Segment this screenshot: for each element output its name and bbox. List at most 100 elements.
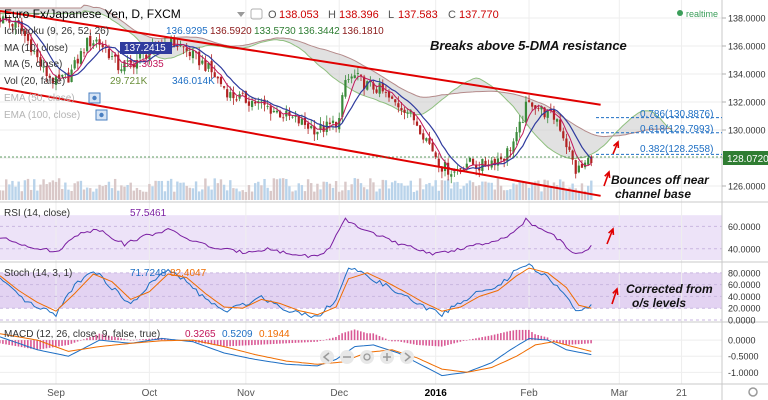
volume-bar <box>512 183 515 200</box>
reset-icon[interactable] <box>360 350 374 364</box>
macd-hist-bar <box>584 340 586 344</box>
macd-hist-bar <box>229 340 231 347</box>
candle-body <box>471 158 475 165</box>
candle-body <box>58 74 61 79</box>
volume-bar <box>188 187 192 200</box>
macd-signal-value: 0.1944 <box>259 329 290 340</box>
settings-gear-icon[interactable] <box>748 387 758 397</box>
volume-bar <box>253 183 257 200</box>
macd-hist-bar <box>478 337 480 341</box>
volume-bar <box>17 181 20 200</box>
candle-body <box>515 132 518 142</box>
volume-bar <box>20 191 23 200</box>
candle-body <box>257 101 260 104</box>
volume-bar <box>120 185 123 200</box>
volume-bar <box>316 183 319 200</box>
macd-hist-bar <box>257 340 259 345</box>
candle-body <box>496 158 500 166</box>
header-dropdown-icon[interactable] <box>237 12 245 17</box>
macd-hist-bar <box>303 340 306 343</box>
volume-bar <box>487 182 490 200</box>
bounce-arrow-head <box>604 170 611 179</box>
macd-hist-bar <box>335 336 337 341</box>
svg-text:EMA (50, close): EMA (50, close) <box>4 93 75 104</box>
volume-bar <box>48 182 51 200</box>
macd-hist-bar <box>139 339 141 341</box>
macd-pane <box>0 329 592 377</box>
candle-body <box>375 89 378 93</box>
volume-bar <box>552 182 556 200</box>
candle-body <box>278 111 282 118</box>
volume-bar <box>434 180 437 200</box>
zoom-in-icon[interactable] <box>380 350 394 364</box>
macd-hist-bar <box>531 332 533 341</box>
candle-body <box>132 64 135 68</box>
fib-label-786: 0.786(130.8876) <box>640 109 713 120</box>
macd-hist-bar <box>487 335 490 341</box>
candle-body <box>86 38 89 52</box>
candle-body <box>191 50 195 59</box>
volume-bar <box>549 185 553 200</box>
macd-hist-bar <box>213 340 216 346</box>
volume-bar <box>163 191 167 200</box>
eye-toggle-icon[interactable] <box>88 92 101 104</box>
macd-hist-bar <box>416 340 418 345</box>
volume-bar <box>372 182 375 200</box>
ma5-line <box>0 18 592 173</box>
macd-hist-bar <box>528 329 530 341</box>
candle-body <box>247 101 251 106</box>
header-eye-icon[interactable] <box>250 8 263 20</box>
candle-body <box>254 102 257 104</box>
candle-body <box>303 117 307 125</box>
stoch-k-value: 71.7248 <box>130 268 167 279</box>
macd-hist-bar <box>521 329 524 341</box>
volume-bar <box>515 184 518 200</box>
svg-text:136.3442: 136.3442 <box>298 26 340 37</box>
volume-bar <box>176 181 179 200</box>
volume-bar <box>474 186 478 200</box>
candle-body <box>503 158 506 162</box>
macd-hist-bar <box>61 340 63 346</box>
macd-hist-bar <box>434 340 437 347</box>
macd-hist-bar <box>571 340 574 345</box>
svg-text:MA (5, close): MA (5, close) <box>4 59 62 70</box>
macd-hist-bar <box>468 339 471 341</box>
volume-bar <box>422 189 425 200</box>
macd-hist-bar <box>360 331 362 341</box>
volume-bar <box>481 181 484 200</box>
volume-bar <box>537 180 540 200</box>
candle-body <box>509 150 512 152</box>
macd-hist-bar <box>475 338 477 341</box>
candle-body <box>524 101 528 123</box>
macd-hist-bar <box>394 340 396 342</box>
macd-hist-bar <box>151 338 154 341</box>
candle-body <box>226 89 229 98</box>
scroll-left-icon[interactable] <box>320 350 334 364</box>
volume-bar <box>306 179 310 200</box>
eye-toggle-icon[interactable] <box>95 109 108 121</box>
volume-bar <box>194 181 198 200</box>
candle-body <box>580 163 584 168</box>
candle-body <box>465 163 468 168</box>
stoch-tick-label: 80.0000 <box>728 268 761 278</box>
volume-bar <box>263 178 266 200</box>
candle-body <box>341 95 344 117</box>
candle-body <box>129 60 132 63</box>
zoom-out-icon[interactable] <box>340 350 354 364</box>
macd-hist-bar <box>344 332 347 341</box>
volume-bar <box>219 179 223 200</box>
macd-hist-bar <box>350 330 353 341</box>
macd-hist-bar <box>456 340 459 343</box>
volume-bar <box>278 178 282 200</box>
candle-body <box>244 91 247 103</box>
scroll-right-icon[interactable] <box>400 350 414 364</box>
volume-bar <box>154 180 157 200</box>
macd-hist-bar <box>565 340 567 345</box>
volume-bar <box>484 181 487 200</box>
candle-body <box>235 99 238 101</box>
candle-body <box>123 62 126 72</box>
volume-bar <box>185 185 188 200</box>
candle-body <box>521 121 524 123</box>
candle-body <box>577 165 580 173</box>
rsi-up-arrow-head <box>608 227 615 236</box>
